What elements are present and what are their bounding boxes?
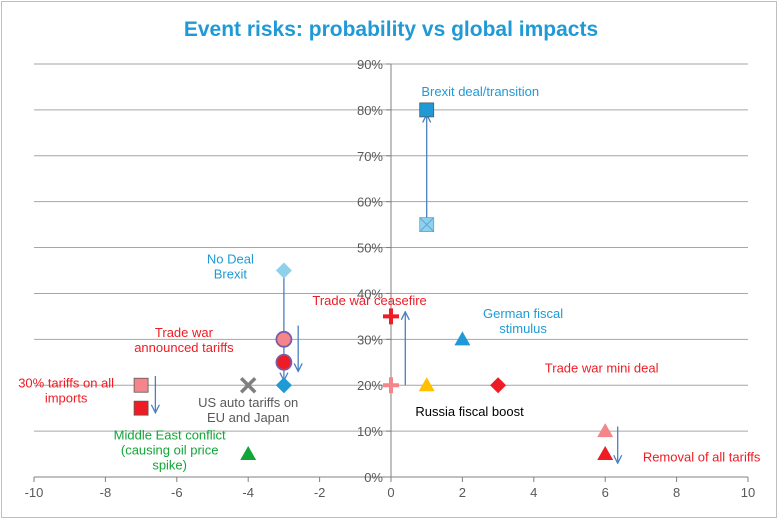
triangle-marker [454,331,471,346]
x-tick-label: 8 [673,485,680,500]
y-tick-label: 40% [357,286,383,301]
triangle-marker [240,446,257,461]
annotation-label: No Deal Brexit [207,252,254,282]
annotation-label: US auto tariffs on EU and Japan [198,395,298,425]
x-tick-label: 0 [387,485,394,500]
y-tick-label: 70% [357,149,383,164]
x-tick-label: 10 [741,485,755,500]
annotation-label: Trade war announced tariffs [134,325,234,355]
x-tick-label: 2 [459,485,466,500]
triangle-marker [597,446,614,461]
y-tick-labels: 0% 10% 20% 30% 40% 50% 60% 70% 80% 90% [357,57,383,485]
y-tick-label: 50% [357,241,383,256]
circle-marker [275,353,293,371]
diamond-marker [275,377,292,394]
x-tick-label: -6 [171,485,183,500]
annotations: Brexit deal/transition No Deal Brexit Trade… [18,84,761,472]
y-tick-label: 60% [357,195,383,210]
chart-title: Event risks: probability vs global impac… [184,18,598,41]
y-tick-label: 20% [357,378,383,393]
x-tick-label: -10 [25,485,44,500]
y-tick-label: 0% [364,470,383,485]
x-tick-label: -4 [242,485,254,500]
annotation-label: Trade war ceasefire [312,293,426,308]
y-tick-label: 30% [357,332,383,347]
annotation-label: Trade war mini deal [545,360,659,375]
diamond-marker [275,262,292,279]
plus-marker [383,308,399,325]
diamond-marker [490,377,507,394]
annotation-label: Russia fiscal boost [415,404,524,419]
triangle-marker [418,377,435,392]
annotation-label: Brexit deal/transition [421,84,539,99]
data-points [133,102,614,461]
y-tick-label: 10% [357,424,383,439]
y-tick-label: 90% [357,57,383,72]
square-x-marker [419,217,435,233]
annotation-label: German fiscal stimulus [483,306,563,336]
annotation-label: 30% tariffs on all imports [18,376,114,406]
square-marker [419,102,435,118]
plus-marker [383,377,399,394]
x-tick-label: -8 [100,485,112,500]
x-tick-label: 6 [602,485,609,500]
y-tick-label: 80% [357,103,383,118]
annotation-label: Removal of all tariffs [643,449,761,464]
x-tick-label: -2 [314,485,326,500]
square-marker [133,400,149,416]
triangle-marker [597,423,614,438]
x-marker [239,376,257,394]
axes [33,63,749,482]
circle-marker [275,330,293,348]
annotation-label: Middle East conflict (causing oil price sp… [114,427,226,472]
x-tick-label: 4 [530,485,537,500]
square-marker [133,377,149,393]
x-tick-labels: -10 -8 -6 -4 -2 0 2 4 6 8 10 [25,485,756,500]
